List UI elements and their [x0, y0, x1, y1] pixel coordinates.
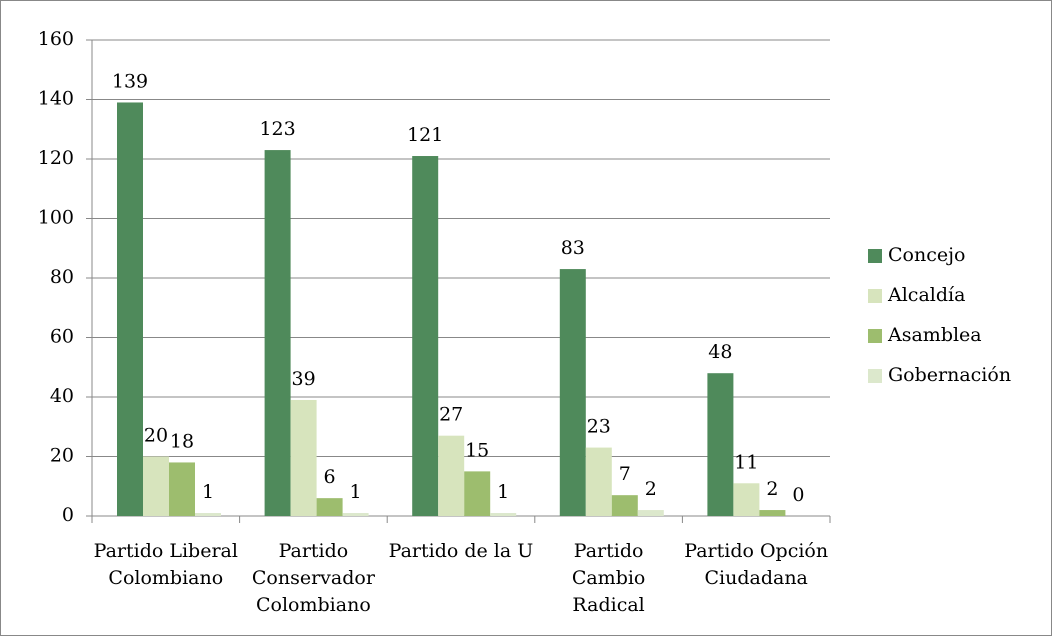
bar: [117, 102, 143, 516]
bar: [611, 495, 638, 516]
data-label: 0: [792, 484, 804, 506]
data-label: 1: [202, 481, 214, 503]
legend-label: Gobernación: [888, 364, 1011, 386]
bar: [264, 150, 291, 516]
data-label: 2: [766, 478, 778, 500]
x-tick-label: Partido Liberal Colombiano: [93, 540, 238, 589]
data-label: 6: [324, 466, 336, 488]
bar: [585, 447, 612, 516]
bar: [195, 513, 221, 516]
data-label: 1: [497, 481, 509, 503]
bar: [707, 373, 734, 516]
bar: [412, 156, 439, 516]
y-tick-label: 60: [50, 326, 74, 348]
bar: [559, 269, 586, 516]
data-label: 121: [407, 124, 443, 146]
legend-swatch: [868, 249, 882, 263]
data-label: 18: [170, 430, 194, 452]
bar: [464, 471, 491, 516]
bar: [637, 510, 664, 516]
x-tick-label: Partido de la U: [388, 540, 534, 562]
legend-label: Asamblea: [887, 324, 982, 346]
legend-swatch: [868, 289, 882, 303]
y-tick-label: 120: [38, 147, 74, 169]
y-tick-label: 80: [50, 266, 74, 288]
bar: [759, 510, 786, 516]
legend-label: Alcaldía: [887, 284, 965, 306]
y-tick-label: 20: [50, 445, 74, 467]
data-label: 15: [465, 439, 489, 461]
legend-swatch: [868, 329, 882, 343]
legend-label: Concejo: [888, 244, 965, 266]
bar: [733, 483, 760, 516]
bar: [290, 399, 317, 516]
x-tick-label: Partido Opción Ciudadana: [684, 540, 829, 589]
data-label: 83: [561, 237, 585, 259]
y-tick-label: 100: [38, 207, 74, 229]
x-tick-label: Partido Conservador Colombiano: [251, 540, 375, 616]
data-label: 139: [112, 70, 148, 92]
data-label: 48: [708, 341, 732, 363]
x-tick-label: Partido Cambio Radical: [571, 540, 646, 616]
bar: [342, 513, 369, 516]
data-label: 123: [259, 118, 295, 140]
y-tick-label: 140: [38, 88, 74, 110]
bar: [490, 513, 517, 516]
data-label: 7: [619, 463, 631, 485]
data-label: 2: [645, 478, 657, 500]
data-label: 20: [144, 425, 168, 447]
y-tick-label: 0: [62, 504, 74, 526]
data-label: 1: [350, 481, 362, 503]
data-label: 27: [439, 404, 463, 426]
data-label: 23: [587, 416, 611, 438]
bar: [316, 498, 343, 516]
y-tick-label: 160: [38, 28, 74, 50]
data-label: 39: [292, 368, 316, 390]
y-tick-label: 40: [50, 385, 74, 407]
bar: [438, 435, 465, 516]
bar: [143, 456, 169, 516]
data-label: 11: [734, 451, 758, 473]
legend-swatch: [868, 369, 882, 383]
bar: [169, 462, 195, 516]
